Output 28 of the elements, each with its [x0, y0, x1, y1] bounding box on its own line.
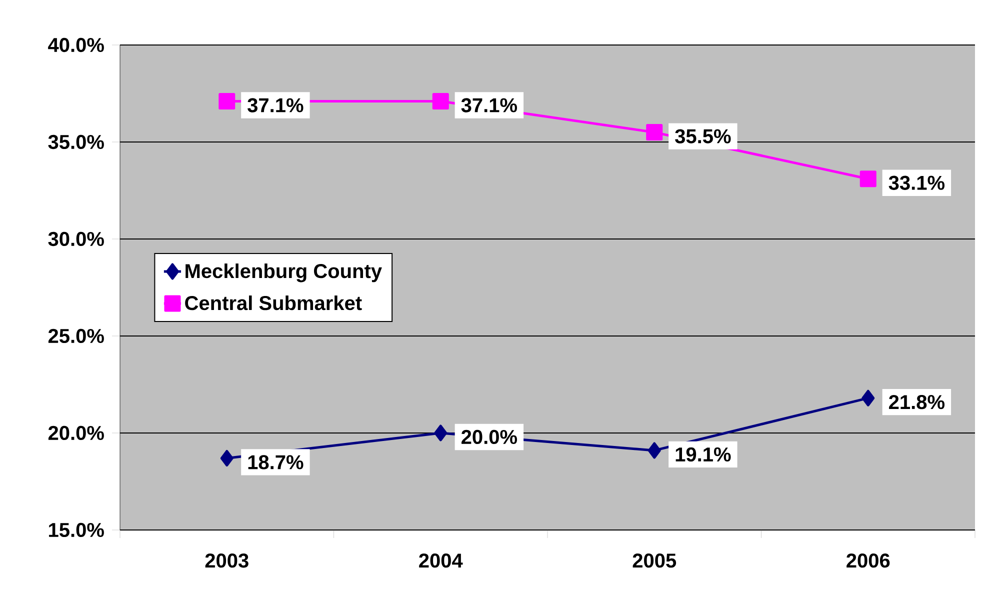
data-label: 19.1%	[676, 447, 731, 462]
x-tick-label: 2003	[205, 554, 248, 568]
x-tick-label: 2006	[846, 554, 890, 568]
point	[646, 124, 663, 141]
x-tick-label: 2005	[632, 554, 676, 568]
data-label: 18.7%	[248, 455, 304, 470]
y-tick-label: 15.0%	[49, 522, 104, 538]
x-tick-label: 2004	[419, 554, 463, 568]
y-tick-label: 40.0%	[48, 38, 104, 52]
data-label: 35.5%	[675, 129, 731, 144]
point	[862, 390, 875, 406]
point	[220, 450, 234, 466]
data-label: 20.0%	[462, 430, 518, 444]
y-tick-label: 35.0%	[48, 134, 104, 150]
data-label: 33.1%	[888, 176, 944, 190]
point	[860, 170, 876, 188]
point	[218, 93, 236, 110]
data-label: 37.1%	[461, 98, 518, 112]
y-tick-label: 25.0%	[48, 328, 104, 344]
point	[434, 424, 448, 442]
point	[648, 442, 661, 459]
legend-label: Mecklenburg County	[186, 263, 382, 282]
y-tick-label: 20.0%	[48, 426, 104, 440]
y-tick-label: 30.0%	[48, 232, 104, 246]
point	[432, 93, 449, 110]
legend-label: Central Submarket	[185, 295, 362, 310]
data-label: 21.8%	[889, 394, 944, 410]
data-label: 37.1%	[248, 98, 304, 112]
